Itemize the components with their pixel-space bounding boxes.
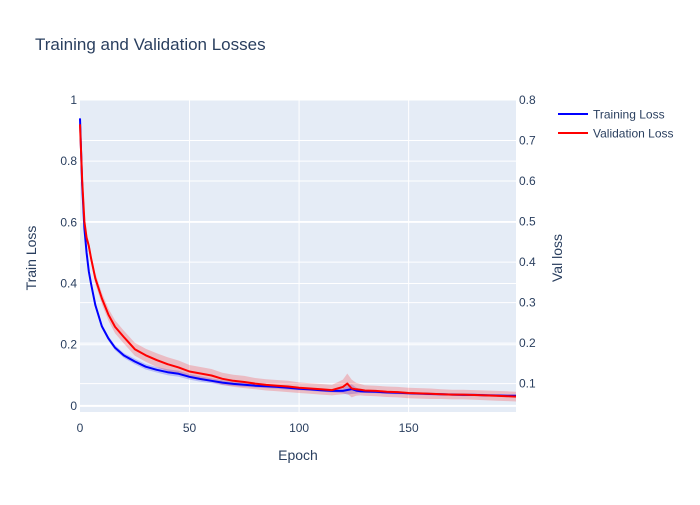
legend-label-validation[interactable]: Validation Loss: [593, 127, 674, 141]
series-line-validation: [79, 124, 517, 398]
y2-tick-label: 0.7: [519, 134, 536, 148]
y2-tick-label: 0.1: [519, 377, 536, 391]
y-tick-label: 0.4: [60, 277, 77, 291]
chart-title: Training and Validation Losses: [35, 35, 266, 54]
y-tick-label: 0: [70, 399, 77, 413]
y2-tick-label: 0.3: [519, 296, 536, 310]
line-layer: [79, 118, 517, 398]
x-axis-title: Epoch: [278, 447, 318, 463]
y2-axis-title: Val loss: [549, 234, 565, 282]
legend-label-training[interactable]: Training Loss: [593, 108, 665, 122]
tick-labels: 0 50 100 150 0 0.2 0.4 0.6 0.8 1 0.1 0.2 0.3 0.4 0.5 0.…: [60, 93, 536, 435]
y2-tick-label: 0.2: [519, 336, 536, 350]
y-tick-label: 1: [70, 93, 77, 107]
legend[interactable]: Training Loss Validation Loss: [558, 108, 674, 141]
y-tick-label: 0.6: [60, 215, 77, 229]
x-tick-label: 50: [183, 421, 197, 435]
y-tick-label: 0.2: [60, 338, 77, 352]
plot-area: [80, 100, 516, 412]
y2-tick-label: 0.4: [519, 255, 536, 269]
y2-tick-label: 0.6: [519, 174, 536, 188]
y-axis-title: Train Loss: [23, 226, 39, 291]
x-tick-label: 0: [77, 421, 84, 435]
y2-tick-label: 0.5: [519, 215, 536, 229]
y2-tick-label: 0.8: [519, 93, 536, 107]
y-tick-label: 0.8: [60, 154, 77, 168]
x-tick-label: 150: [399, 421, 419, 435]
x-tick-label: 100: [289, 421, 309, 435]
grid-layer: [80, 99, 516, 412]
